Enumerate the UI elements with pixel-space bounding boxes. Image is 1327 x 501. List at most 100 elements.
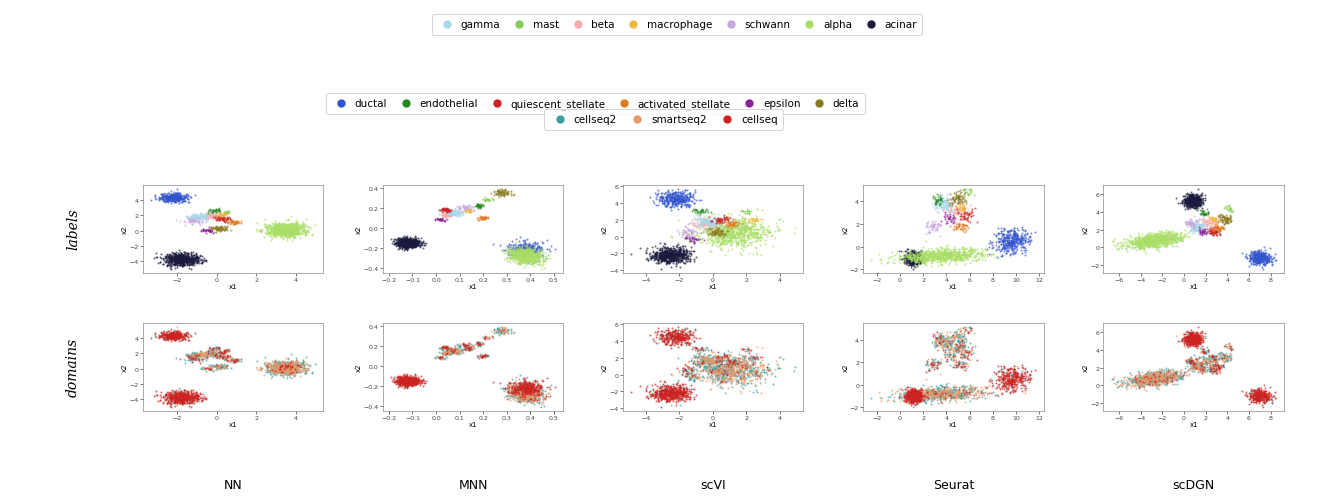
Point bbox=[926, 334, 947, 342]
Point bbox=[208, 363, 230, 371]
Point bbox=[658, 393, 679, 401]
Point bbox=[697, 226, 718, 234]
Point bbox=[157, 190, 178, 198]
Point bbox=[158, 335, 179, 343]
Point bbox=[930, 221, 951, 229]
Point bbox=[285, 230, 307, 238]
Point bbox=[520, 387, 541, 395]
Point bbox=[1139, 378, 1160, 386]
Point bbox=[673, 253, 694, 261]
Point bbox=[1005, 234, 1026, 242]
Point bbox=[158, 330, 179, 338]
Point bbox=[389, 236, 410, 244]
Point bbox=[198, 228, 219, 236]
Point bbox=[906, 388, 928, 396]
Point bbox=[949, 254, 970, 262]
Point bbox=[256, 229, 277, 237]
Point bbox=[516, 246, 537, 255]
Point bbox=[709, 216, 730, 224]
Point bbox=[1174, 218, 1196, 226]
Point bbox=[683, 325, 705, 333]
Point bbox=[520, 249, 541, 257]
Point bbox=[439, 348, 460, 356]
Point bbox=[909, 390, 930, 398]
Point bbox=[998, 241, 1019, 249]
Point bbox=[718, 358, 739, 366]
Point bbox=[179, 336, 200, 344]
Y-axis label: x2: x2 bbox=[602, 363, 608, 371]
Point bbox=[292, 360, 313, 368]
Point bbox=[512, 388, 533, 396]
Point bbox=[913, 251, 934, 259]
Point bbox=[664, 332, 685, 340]
Point bbox=[389, 374, 410, 382]
Point bbox=[1174, 193, 1196, 201]
Point bbox=[276, 224, 297, 232]
Point bbox=[1261, 261, 1282, 269]
Point bbox=[1206, 218, 1227, 226]
Point bbox=[917, 252, 938, 260]
Point bbox=[1180, 338, 1201, 346]
Point bbox=[405, 377, 426, 385]
Point bbox=[1157, 378, 1178, 386]
Point bbox=[437, 209, 458, 217]
Point bbox=[472, 214, 494, 222]
Point bbox=[653, 385, 674, 393]
Point bbox=[924, 250, 945, 259]
Point bbox=[710, 382, 731, 390]
Point bbox=[901, 257, 922, 265]
Point bbox=[658, 385, 679, 393]
Point bbox=[508, 252, 529, 260]
Point bbox=[166, 391, 187, 399]
Point bbox=[169, 393, 190, 401]
Point bbox=[702, 374, 723, 382]
Point bbox=[157, 331, 178, 339]
Point bbox=[281, 362, 303, 370]
Point bbox=[1136, 239, 1157, 247]
Point bbox=[1136, 377, 1157, 385]
Point bbox=[1243, 252, 1265, 260]
Point bbox=[515, 390, 536, 398]
Point bbox=[512, 249, 533, 258]
Point bbox=[166, 401, 187, 409]
Point bbox=[1181, 202, 1202, 210]
Point bbox=[1145, 238, 1166, 246]
Point bbox=[936, 387, 957, 395]
Point bbox=[1174, 334, 1196, 342]
Point bbox=[707, 224, 729, 232]
Point bbox=[730, 232, 751, 240]
Point bbox=[908, 392, 929, 400]
Point bbox=[1186, 333, 1208, 341]
Point bbox=[926, 253, 947, 261]
Point bbox=[902, 393, 924, 401]
Point bbox=[1182, 194, 1204, 202]
Point bbox=[904, 258, 925, 266]
Point bbox=[918, 229, 940, 237]
Point bbox=[1153, 372, 1174, 380]
Point bbox=[930, 260, 951, 268]
Point bbox=[512, 389, 533, 397]
Point bbox=[273, 223, 295, 231]
Point bbox=[1015, 386, 1036, 394]
Point bbox=[1144, 378, 1165, 386]
Point bbox=[1176, 203, 1197, 211]
Point bbox=[664, 388, 685, 396]
Point bbox=[901, 252, 922, 260]
Point bbox=[215, 224, 236, 232]
Point bbox=[268, 224, 289, 232]
Point bbox=[175, 332, 196, 340]
Point bbox=[191, 394, 212, 402]
Point bbox=[264, 370, 285, 378]
Point bbox=[1204, 228, 1225, 236]
Point bbox=[179, 255, 200, 263]
Point bbox=[938, 197, 959, 205]
Point bbox=[999, 389, 1020, 397]
Point bbox=[687, 346, 709, 354]
Point bbox=[1251, 391, 1273, 399]
Point bbox=[511, 252, 532, 260]
Point bbox=[1247, 256, 1269, 264]
Point bbox=[394, 238, 415, 246]
Point bbox=[171, 396, 192, 404]
Point bbox=[727, 219, 748, 227]
Point bbox=[281, 361, 303, 369]
